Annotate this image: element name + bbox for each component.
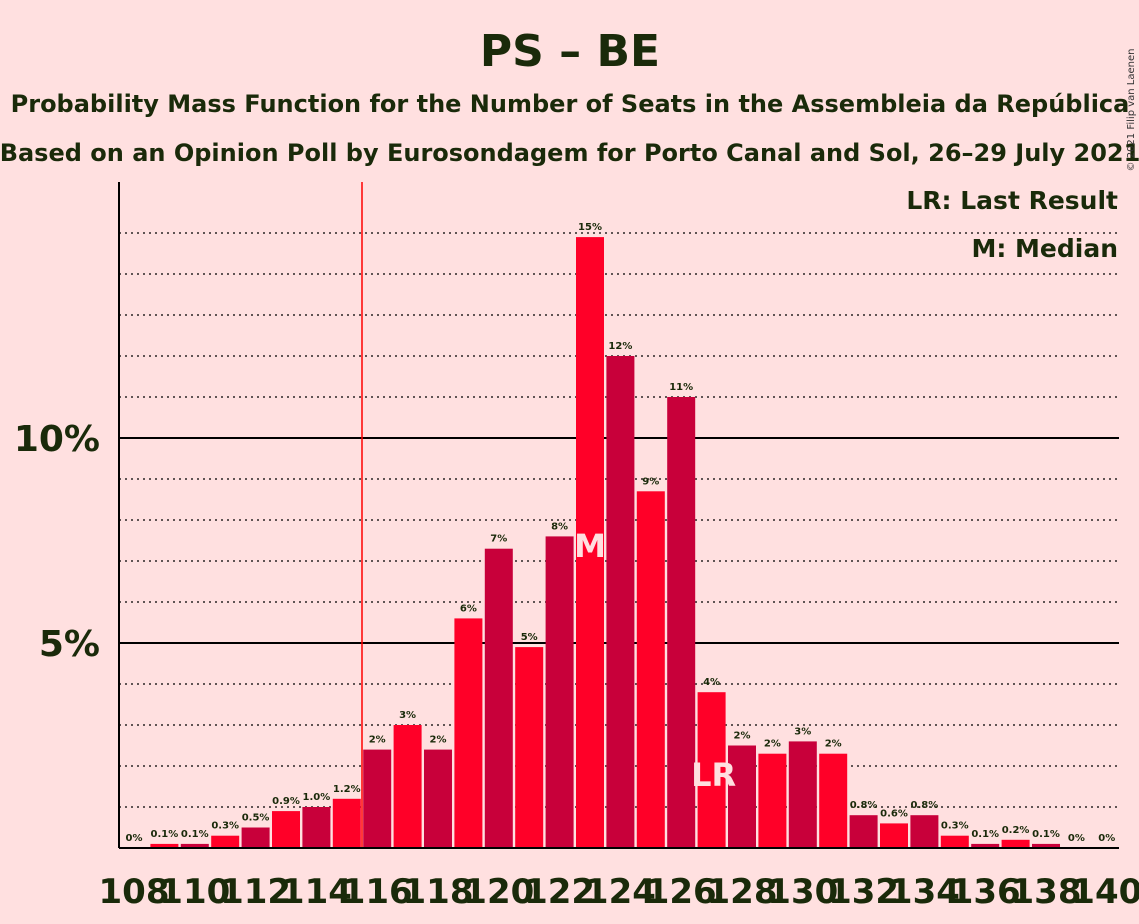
bar-value-label: 2% — [764, 739, 781, 750]
legend-last-result: LR: Last Result — [906, 186, 1118, 215]
bar-value-label: 0% — [126, 833, 143, 844]
bar — [819, 753, 848, 848]
bar-value-label: 9% — [642, 476, 659, 487]
x-tick-label: 126 — [646, 872, 717, 912]
bar-value-label: 1.0% — [303, 792, 331, 803]
bar — [484, 548, 513, 848]
markers: LR M — [361, 182, 736, 848]
bar-value-label: 8% — [551, 521, 568, 532]
bar-value-label: 2% — [734, 731, 751, 742]
x-tick-label: 132 — [828, 872, 899, 912]
bar-value-label: 0.1% — [151, 829, 179, 840]
bar — [880, 823, 908, 848]
bar — [788, 741, 817, 848]
x-axis-labels: 1081101121141161181201221241261281301321… — [99, 872, 1139, 912]
y-tick-label: 5% — [39, 624, 100, 665]
bar — [150, 843, 179, 848]
bar — [332, 798, 361, 848]
bar — [545, 536, 574, 848]
median-marker: M — [574, 527, 606, 565]
bar — [576, 237, 604, 849]
x-tick-label: 128 — [707, 872, 778, 912]
bar-value-label: 11% — [669, 382, 693, 393]
y-tick-label: 10% — [14, 419, 100, 460]
bar-value-label: 0.8% — [850, 800, 878, 811]
bar-value-label: 3% — [794, 726, 811, 737]
bar — [272, 811, 300, 848]
x-tick-label: 114 — [281, 872, 352, 912]
bar-value-label: 0.3% — [211, 821, 239, 832]
x-tick-label: 120 — [463, 872, 534, 912]
bar-value-label: 0.1% — [181, 829, 209, 840]
bar — [728, 745, 756, 848]
bar-value-label: 0.2% — [1002, 825, 1030, 836]
last-result-marker: LR — [691, 756, 736, 794]
bar — [302, 807, 331, 848]
bar — [515, 647, 544, 848]
bar-value-label: 0.1% — [971, 829, 999, 840]
bar-value-label: 2% — [369, 735, 386, 746]
bar — [667, 397, 696, 848]
bar — [910, 815, 939, 848]
bars — [150, 237, 1060, 849]
bar-value-label: 3% — [399, 710, 416, 721]
bar — [971, 843, 1000, 848]
bar — [393, 725, 422, 848]
bar-value-label: 0% — [1098, 833, 1115, 844]
x-tick-label: 124 — [585, 872, 656, 912]
chart-title: PS – BE — [480, 26, 660, 77]
bar — [424, 749, 452, 848]
bar-value-label: 0.9% — [272, 796, 300, 807]
bar — [211, 835, 240, 848]
bar — [606, 356, 635, 848]
bar-value-label: 7% — [490, 534, 507, 545]
bar — [180, 843, 209, 848]
bar-value-label: 2% — [825, 739, 842, 750]
bar — [940, 835, 969, 848]
x-tick-label: 110 — [159, 872, 230, 912]
bar-value-label: 1.2% — [333, 784, 361, 795]
bar — [363, 749, 392, 848]
bar-value-label: 2% — [430, 735, 447, 746]
x-tick-label: 136 — [950, 872, 1021, 912]
bar-value-labels: 0% 0.1% 0.1%0.3%0.5%0.9% 1.0%1.2%2%3%2%6%7%… — [126, 222, 1116, 844]
bar-value-label: 4% — [703, 677, 720, 688]
x-tick-label: 118 — [403, 872, 474, 912]
bar — [849, 815, 878, 848]
x-tick-label: 134 — [889, 872, 960, 912]
y-axis-labels: 5% 10% — [14, 419, 100, 665]
x-tick-label: 116 — [342, 872, 413, 912]
x-tick-label: 122 — [524, 872, 595, 912]
chart-subtitle-2: Based on an Opinion Poll by Eurosondagem… — [0, 139, 1139, 167]
bar-value-label: 0.6% — [880, 808, 908, 819]
bar — [1032, 843, 1060, 848]
chart-subtitle-1: Probability Mass Function for the Number… — [11, 90, 1130, 118]
bar-value-label: 5% — [521, 632, 538, 643]
bar-value-label: 0% — [1068, 833, 1085, 844]
x-tick-label: 140 — [1071, 872, 1139, 912]
bar — [697, 692, 726, 848]
bar-value-label: 6% — [460, 603, 477, 614]
bar — [241, 827, 270, 848]
bar-value-label: 15% — [578, 222, 602, 233]
bar — [758, 753, 787, 848]
bar-value-label: 0.8% — [911, 800, 939, 811]
copyright-notice: © 2021 Filip van Laenen — [1126, 49, 1137, 172]
bar — [454, 618, 483, 848]
bar-value-label: 0.5% — [242, 813, 270, 824]
x-tick-label: 108 — [99, 872, 170, 912]
bar-value-label: 12% — [608, 341, 632, 352]
legend-median: M: Median — [971, 234, 1118, 263]
x-tick-label: 138 — [1011, 872, 1082, 912]
x-tick-label: 112 — [220, 872, 291, 912]
bar — [636, 491, 665, 848]
x-tick-label: 130 — [767, 872, 838, 912]
bar — [1001, 839, 1030, 848]
bar-value-label: 0.1% — [1032, 829, 1060, 840]
bar-value-label: 0.3% — [941, 821, 969, 832]
